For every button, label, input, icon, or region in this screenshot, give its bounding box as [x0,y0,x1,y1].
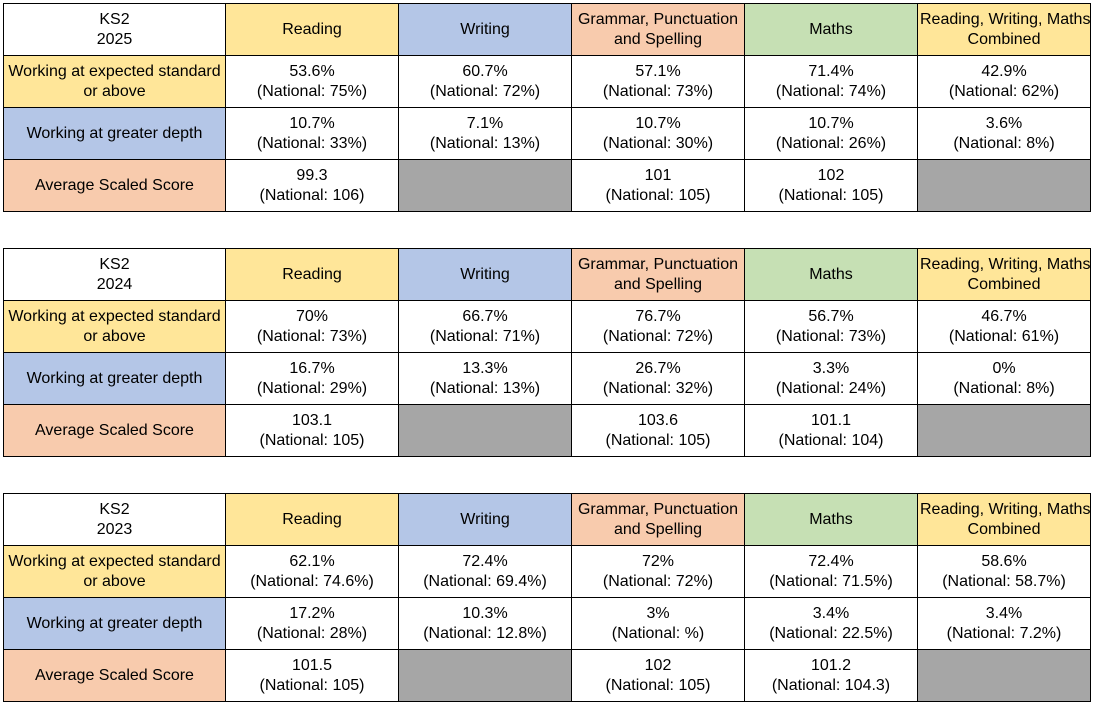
header-maths: Maths [744,493,918,546]
cell-maths: 101.1 (National: 104) [744,404,918,457]
row-label: Working at expected standard or above [3,55,226,108]
cell-combined: 58.6% (National: 58.7%) [917,545,1091,598]
cell-maths: 101.2 (National: 104.3) [744,649,918,702]
cell-writing: 10.3% (National: 12.8%) [398,597,572,650]
header-gps: Grammar, Punctuation and Spelling [571,3,745,56]
header-combined: Reading, Writing, Maths Combined [917,3,1091,56]
header-row: KS2 2025 Reading Writing Grammar, Punctua… [3,3,1091,56]
cell-gps: 101 (National: 105) [571,159,745,212]
header-gps: Grammar, Punctuation and Spelling [571,493,745,546]
cell-gps: 26.7% (National: 32%) [571,352,745,405]
row-label: Working at greater depth [3,597,226,650]
header-maths: Maths [744,248,918,301]
cell-reading: 17.2% (National: 28%) [225,597,399,650]
header-writing: Writing [398,248,572,301]
row-label: Average Scaled Score [3,159,226,212]
cell-writing-empty [398,159,572,212]
cell-maths: 71.4% (National: 74%) [744,55,918,108]
header-combined: Reading, Writing, Maths Combined [917,248,1091,301]
header-reading: Reading [225,248,399,301]
row-expected-standard: Working at expected standard or above 62.… [3,545,1091,598]
cell-gps: 76.7% (National: 72%) [571,300,745,353]
cell-writing: 60.7% (National: 72%) [398,55,572,108]
header-writing: Writing [398,493,572,546]
header-row: KS2 2023 Reading Writing Grammar, Punctua… [3,493,1091,546]
header-reading: Reading [225,493,399,546]
row-label: Working at expected standard or above [3,545,226,598]
cell-reading: 62.1% (National: 74.6%) [225,545,399,598]
results-table-2023: KS2 2023 Reading Writing Grammar, Punctua… [3,493,1091,702]
results-table-2025: KS2 2025 Reading Writing Grammar, Punctua… [3,3,1091,212]
cell-reading: 103.1 (National: 105) [225,404,399,457]
results-table-2024: KS2 2024 Reading Writing Grammar, Punctua… [3,248,1091,457]
row-label: Working at greater depth [3,352,226,405]
cell-combined: 46.7% (National: 61%) [917,300,1091,353]
cell-maths: 72.4% (National: 71.5%) [744,545,918,598]
cell-gps: 102 (National: 105) [571,649,745,702]
cell-combined: 42.9% (National: 62%) [917,55,1091,108]
cell-maths: 3.3% (National: 24%) [744,352,918,405]
row-greater-depth: Working at greater depth 10.7% (National:… [3,107,1091,160]
header-maths: Maths [744,3,918,56]
cell-reading: 10.7% (National: 33%) [225,107,399,160]
cell-maths: 3.4% (National: 22.5%) [744,597,918,650]
row-scaled-score: Average Scaled Score 101.5 (National: 105… [3,649,1091,702]
cell-combined: 0% (National: 8%) [917,352,1091,405]
cell-reading: 53.6% (National: 75%) [225,55,399,108]
cell-writing: 72.4% (National: 69.4%) [398,545,572,598]
row-expected-standard: Working at expected standard or above 70%… [3,300,1091,353]
header-writing: Writing [398,3,572,56]
cell-combined-empty [917,404,1091,457]
row-label: Average Scaled Score [3,649,226,702]
cell-combined: 3.6% (National: 8%) [917,107,1091,160]
row-scaled-score: Average Scaled Score 99.3 (National: 106)… [3,159,1091,212]
cell-writing: 7.1% (National: 13%) [398,107,572,160]
cell-writing-empty [398,649,572,702]
cell-reading: 101.5 (National: 105) [225,649,399,702]
row-greater-depth: Working at greater depth 17.2% (National:… [3,597,1091,650]
row-scaled-score: Average Scaled Score 103.1 (National: 105… [3,404,1091,457]
cell-combined: 3.4% (National: 7.2%) [917,597,1091,650]
cell-gps: 10.7% (National: 30%) [571,107,745,160]
cell-combined-empty [917,159,1091,212]
row-label: Working at greater depth [3,107,226,160]
cell-writing: 13.3% (National: 13%) [398,352,572,405]
cell-maths: 10.7% (National: 26%) [744,107,918,160]
header-row: KS2 2024 Reading Writing Grammar, Punctua… [3,248,1091,301]
cell-gps: 103.6 (National: 105) [571,404,745,457]
table-title: KS2 2024 [3,248,226,301]
row-expected-standard: Working at expected standard or above 53.… [3,55,1091,108]
header-gps: Grammar, Punctuation and Spelling [571,248,745,301]
row-label: Working at expected standard or above [3,300,226,353]
cell-gps: 57.1% (National: 73%) [571,55,745,108]
header-reading: Reading [225,3,399,56]
cell-reading: 70% (National: 73%) [225,300,399,353]
row-greater-depth: Working at greater depth 16.7% (National:… [3,352,1091,405]
cell-gps: 72% (National: 72%) [571,545,745,598]
cell-writing: 66.7% (National: 71%) [398,300,572,353]
table-title: KS2 2023 [3,493,226,546]
cell-writing-empty [398,404,572,457]
cell-maths: 102 (National: 105) [744,159,918,212]
cell-maths: 56.7% (National: 73%) [744,300,918,353]
cell-reading: 99.3 (National: 106) [225,159,399,212]
cell-reading: 16.7% (National: 29%) [225,352,399,405]
header-combined: Reading, Writing, Maths Combined [917,493,1091,546]
cell-combined-empty [917,649,1091,702]
row-label: Average Scaled Score [3,404,226,457]
cell-gps: 3% (National: %) [571,597,745,650]
table-title: KS2 2025 [3,3,226,56]
